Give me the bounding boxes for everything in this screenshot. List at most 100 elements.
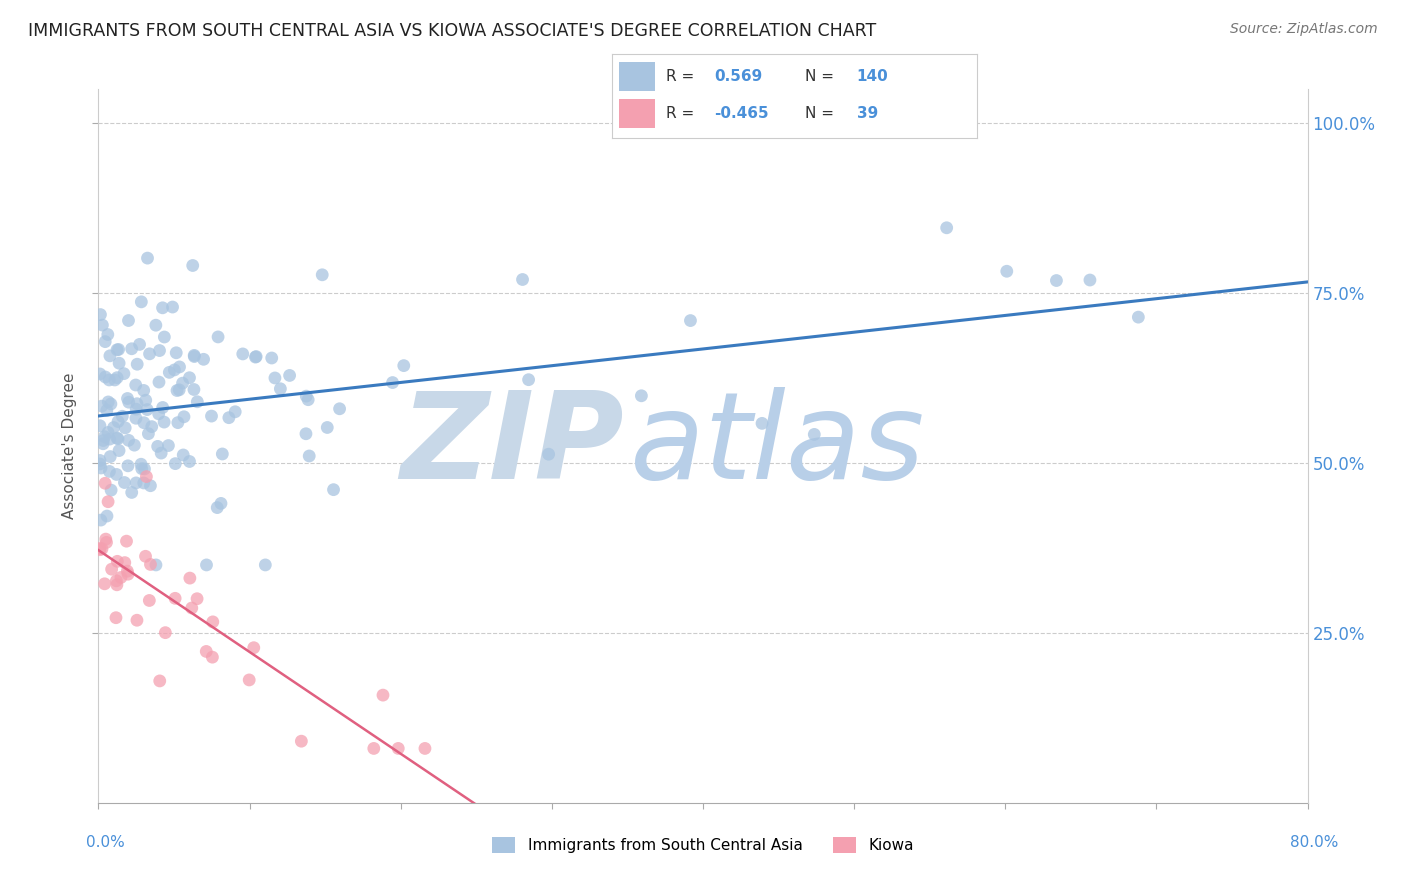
Point [145, 558, 167, 572]
Point [207, 500, 229, 515]
Point [322, 483, 344, 497]
Point [117, 434, 139, 448]
Point [115, 534, 138, 549]
Point [138, 593, 160, 607]
Point [179, 571, 201, 585]
Point [91, 436, 114, 450]
Point [157, 438, 180, 452]
Point [201, 650, 224, 665]
Point [630, 389, 652, 403]
Point [97, 327, 120, 342]
Point [121, 342, 143, 356]
Point [935, 220, 957, 235]
Point [186, 591, 208, 606]
Point [149, 673, 172, 688]
Point [91, 434, 114, 448]
Point [89, 308, 111, 322]
Point [91, 541, 114, 556]
Point [517, 373, 540, 387]
Point [118, 395, 141, 409]
Point [105, 467, 128, 482]
Point [148, 343, 170, 358]
Point [91, 318, 114, 332]
Text: -0.465: -0.465 [714, 106, 769, 121]
Point [117, 567, 139, 582]
Point [245, 350, 267, 364]
Point [134, 462, 156, 476]
Point [224, 405, 246, 419]
Point [94, 334, 117, 349]
Point [172, 448, 194, 462]
Legend: Immigrants from South Central Asia, Kiowa: Immigrants from South Central Asia, Kiow… [486, 831, 920, 859]
Point [136, 402, 159, 417]
Point [107, 432, 129, 446]
Point [1128, 310, 1150, 325]
Point [105, 578, 128, 592]
Point [157, 365, 180, 379]
Point [112, 367, 135, 381]
Point [295, 426, 318, 441]
Point [166, 384, 188, 398]
Point [96, 509, 118, 524]
Point [117, 564, 139, 578]
Point [100, 397, 122, 411]
Point [152, 401, 174, 415]
Text: 80.0%: 80.0% [1291, 836, 1339, 850]
Point [179, 370, 201, 384]
Point [232, 347, 254, 361]
Point [124, 438, 146, 452]
Point [90, 513, 112, 527]
Point [183, 348, 205, 362]
Point [107, 343, 129, 357]
Point [148, 375, 170, 389]
Point [127, 357, 149, 371]
Point [94, 476, 117, 491]
Point [995, 264, 1018, 278]
Point [121, 485, 143, 500]
Point [295, 389, 318, 403]
Point [363, 741, 385, 756]
Point [105, 431, 128, 445]
Point [298, 449, 321, 463]
Text: R =: R = [666, 69, 695, 84]
Point [125, 397, 148, 411]
Point [105, 554, 128, 568]
Point [148, 407, 170, 421]
Text: R =: R = [666, 106, 695, 121]
Point [94, 370, 117, 384]
Point [195, 644, 218, 658]
Point [329, 401, 352, 416]
Point [89, 418, 111, 433]
Y-axis label: Associate's Degree: Associate's Degree [62, 373, 77, 519]
Point [260, 351, 283, 365]
Point [125, 613, 148, 627]
Bar [619, 99, 655, 128]
Point [155, 625, 177, 640]
Point [169, 359, 191, 374]
Text: 0.569: 0.569 [714, 69, 762, 84]
Point [117, 313, 139, 327]
Point [117, 392, 139, 406]
Point [139, 558, 162, 572]
Point [128, 337, 150, 351]
Point [114, 556, 136, 570]
Text: 39: 39 [856, 106, 877, 121]
Point [392, 359, 415, 373]
Text: 0.0%: 0.0% [86, 836, 125, 850]
Point [135, 393, 157, 408]
Point [104, 610, 127, 624]
Point [183, 383, 205, 397]
Point [97, 425, 120, 440]
Point [751, 417, 773, 431]
Point [679, 313, 702, 327]
Point [90, 461, 112, 475]
Point [132, 475, 155, 490]
Point [413, 741, 436, 756]
Point [93, 576, 115, 591]
Point [195, 558, 218, 572]
Point [242, 640, 264, 655]
Point [209, 496, 232, 510]
Point [138, 426, 160, 441]
Point [387, 741, 409, 756]
Point [165, 591, 187, 606]
